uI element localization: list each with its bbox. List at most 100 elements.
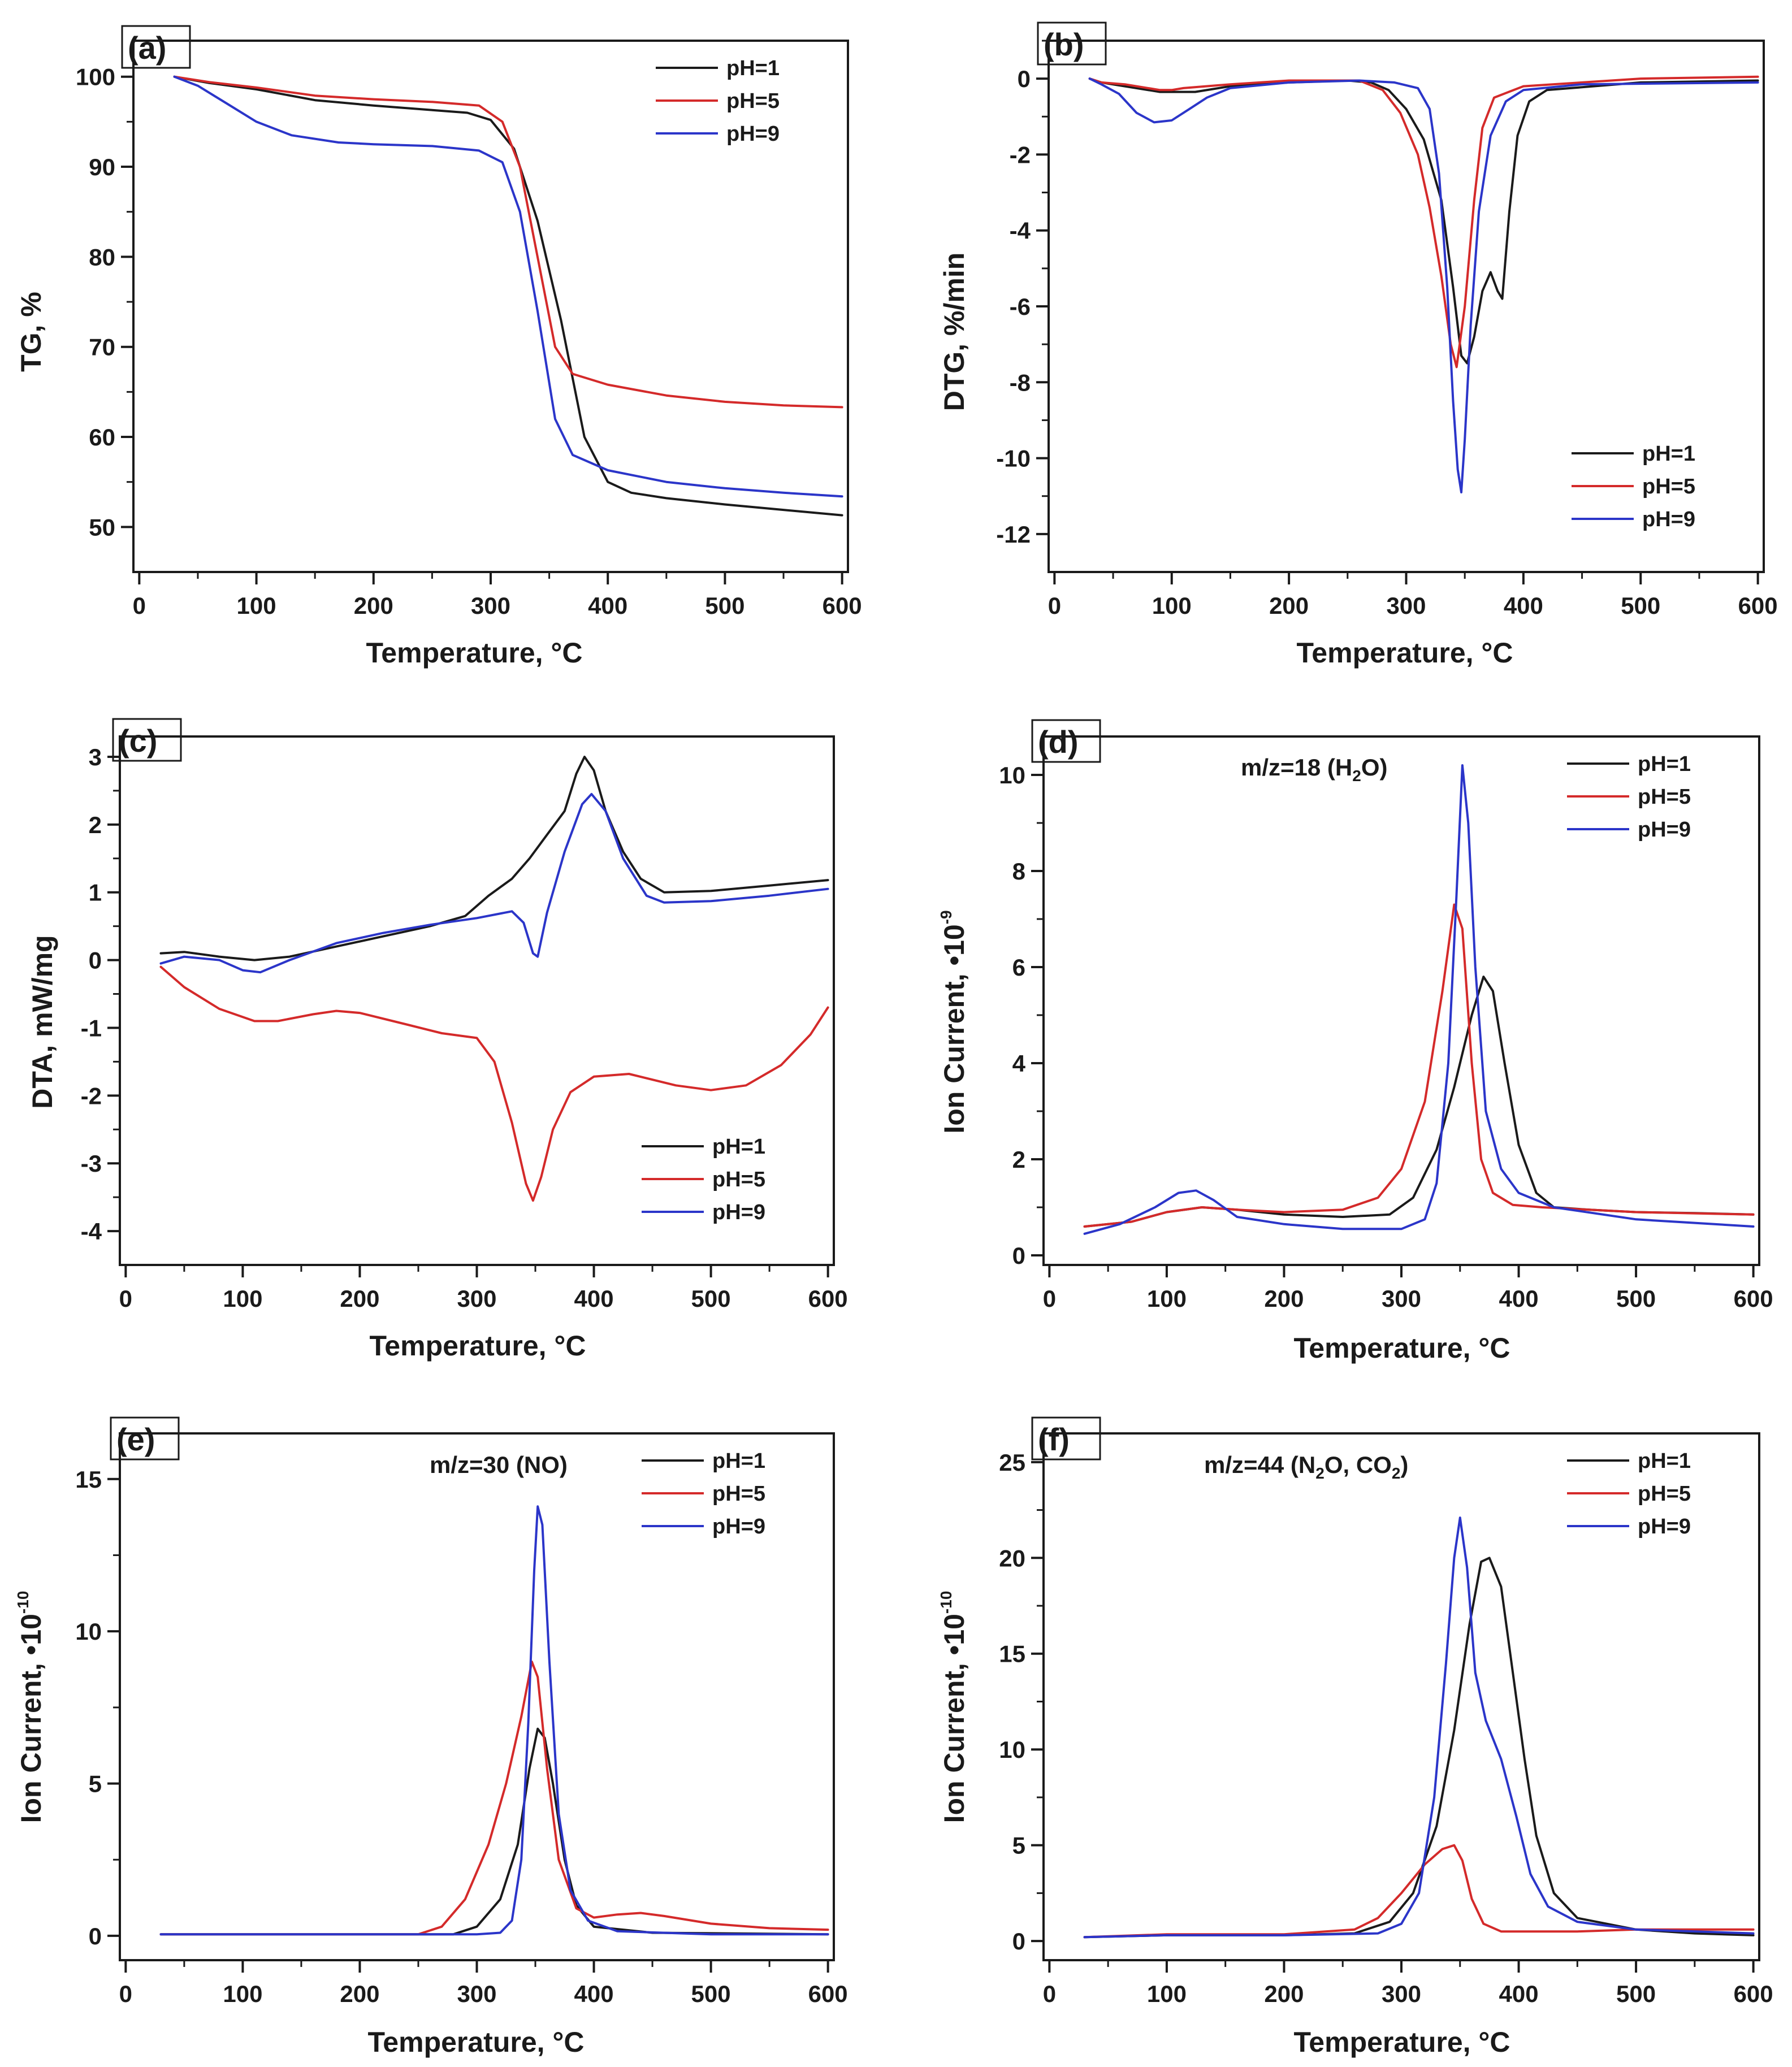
panel-a: TG, % Temperature, °C (a) 0 100 200 300 400 5…	[15, 25, 862, 669]
x-tick-label-b: 500	[1621, 592, 1660, 619]
panel-label-box-c	[112, 718, 182, 762]
ylabel-c: DTA, mW/mg	[27, 935, 58, 1108]
x-tick-label-d: 0	[1043, 1285, 1056, 1312]
x-tick-label-e: 200	[340, 1981, 379, 2007]
x-tick-label-c: 500	[691, 1285, 731, 1312]
legend-label-a: pH=1	[726, 57, 780, 80]
y-tick-label-b: -4	[1010, 218, 1031, 244]
x-tick-label-f: 0	[1043, 1981, 1056, 2007]
series-group-f	[1083, 1516, 1755, 1939]
annotation-e: m/z=30 (NO)	[430, 1451, 568, 1478]
x-tick-label-c: 600	[808, 1285, 848, 1312]
y-tick-label-c: 3	[89, 744, 102, 770]
panel-b: DTG, %/min Temperature, °C (b) 0 100 200 30…	[938, 21, 1778, 669]
y-tick-label-f: 0	[1012, 1928, 1025, 1955]
series-line-a-pH=9	[173, 75, 843, 498]
xlabel-a: Temperature, °C	[366, 637, 582, 669]
series-group-c	[159, 756, 829, 1202]
xlabel-f: Temperature, °C	[1293, 2026, 1510, 2058]
series-line-f-pH=5	[1083, 1844, 1755, 1939]
y-tick-label-b: -12	[996, 521, 1031, 548]
legend-label-e: pH=9	[712, 1515, 765, 1539]
y-tick-label-f: 5	[1012, 1832, 1025, 1859]
panel-d: Ion Current, •10-9 Temperature, °C (d) m…	[937, 719, 1773, 1364]
xlabel-c: Temperature, °C	[369, 1330, 586, 1362]
legend-label-b: pH=9	[1642, 508, 1695, 531]
y-tick-label-a: 70	[89, 334, 115, 361]
panel-f: Ion Current, •10-10 Temperature, °C (f) …	[937, 1416, 1773, 2058]
y-tick-label-c: 2	[89, 812, 102, 838]
legend-label-f: pH=1	[1638, 1449, 1691, 1473]
x-tick-label-a: 500	[705, 592, 744, 619]
x-tick-label-b: 200	[1269, 592, 1309, 619]
x-tick-label-c: 100	[223, 1285, 262, 1312]
ylabel-e-exp: -10	[14, 1591, 32, 1614]
x-tick-label-d: 100	[1147, 1285, 1187, 1312]
ylabel-a: TG, %	[15, 292, 47, 372]
y-tick-label-b: -10	[996, 445, 1031, 472]
x-tick-label-f: 600	[1734, 1981, 1773, 2007]
x-tick-label-b: 300	[1386, 592, 1426, 619]
y-tick-label-b: 0	[1018, 66, 1031, 92]
x-tick-label-b: 0	[1048, 592, 1061, 619]
y-tick-label-f: 10	[999, 1736, 1025, 1763]
x-tick-label-c: 0	[119, 1285, 132, 1312]
legend-label-e: pH=5	[712, 1482, 765, 1506]
series-line-b-pH=9	[1088, 77, 1759, 493]
y-tick-label-d: 4	[1012, 1050, 1026, 1077]
x-tick-label-d: 200	[1264, 1285, 1304, 1312]
x-tick-label-a: 300	[471, 592, 510, 619]
panel-e: Ion Current, •10-10 Temperature, °C (e) …	[14, 1416, 848, 2058]
x-tick-label-f: 200	[1264, 1981, 1304, 2007]
xlabel-b: Temperature, °C	[1296, 637, 1513, 669]
ylabel-e-text: Ion Current, •10	[15, 1614, 47, 1823]
y-tick-label-e: 15	[75, 1466, 102, 1493]
ylabel-f-text: Ion Current, •10	[938, 1614, 970, 1823]
ylabel-b: DTG, %/min	[938, 253, 970, 411]
legend-label-c: pH=9	[712, 1201, 765, 1224]
x-tick-label-b: 400	[1504, 592, 1543, 619]
legend-label-f: pH=9	[1638, 1515, 1691, 1539]
series-group-a	[173, 75, 843, 517]
x-tick-label-d: 300	[1382, 1285, 1421, 1312]
y-tick-label-b: -6	[1010, 293, 1031, 320]
x-tick-label-e: 600	[808, 1981, 848, 2007]
legend-b: pH=1 pH=5 pH=9	[1572, 442, 1695, 531]
panel-label-b: (b)	[1044, 27, 1084, 62]
x-tick-label-d: 400	[1499, 1285, 1539, 1312]
y-tick-label-c: -2	[81, 1082, 102, 1109]
y-tick-label-d: 6	[1012, 954, 1025, 981]
y-tick-label-a: 90	[89, 154, 115, 180]
x-tick-label-b: 100	[1152, 592, 1192, 619]
x-tick-label-f: 400	[1499, 1981, 1539, 2007]
legend-label-a: pH=5	[726, 89, 780, 113]
panel-label-c: (c)	[119, 723, 157, 759]
y-tick-label-b: -2	[1010, 141, 1031, 168]
y-tick-label-a: 50	[89, 514, 115, 540]
legend-label-b: pH=1	[1642, 442, 1695, 466]
ylabel-d: Ion Current, •10-9	[937, 910, 970, 1133]
y-tick-label-f: 15	[999, 1641, 1025, 1667]
annotation-d: m/z=18 (H2O)	[1241, 754, 1387, 785]
legend-f: pH=1 pH=5 pH=9	[1567, 1449, 1691, 1539]
annotation-f: m/z=44 (N2O, CO2)	[1204, 1451, 1408, 1482]
panel-label-e: (e)	[116, 1422, 155, 1457]
y-tick-label-a: 80	[89, 244, 115, 270]
legend-label-d: pH=9	[1638, 818, 1691, 842]
legend-label-c: pH=5	[712, 1168, 765, 1191]
y-tick-label-d: 2	[1012, 1146, 1025, 1173]
y-tick-label-c: 1	[89, 879, 102, 906]
y-tick-label-e: 10	[75, 1618, 102, 1645]
series-line-c-pH=1	[159, 756, 829, 961]
x-tick-label-e: 400	[574, 1981, 614, 2007]
series-line-b-pH=5	[1088, 75, 1759, 369]
series-group-b	[1088, 75, 1759, 493]
y-tick-label-c: -1	[81, 1015, 102, 1041]
legend-label-b: pH=5	[1642, 475, 1695, 499]
y-tick-label-c: -3	[81, 1150, 102, 1177]
series-group-e	[159, 1505, 829, 1936]
series-line-c-pH=9	[159, 792, 829, 974]
x-tick-label-e: 0	[119, 1981, 132, 2007]
ylabel-d-text: Ion Current, •10	[938, 924, 970, 1133]
